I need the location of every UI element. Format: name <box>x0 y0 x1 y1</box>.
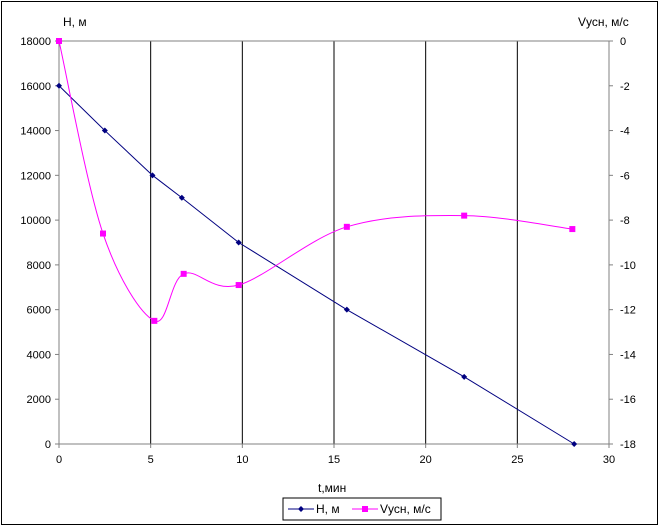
y-left-tick-label: 10000 <box>20 215 51 227</box>
x-axis-title: t,мин <box>318 481 346 495</box>
x-tick-label: 20 <box>420 454 432 466</box>
x-tick-label: 5 <box>148 454 154 466</box>
data-point-v <box>151 317 158 324</box>
data-point-v <box>100 230 106 237</box>
y-right-tick-label: -10 <box>620 260 636 272</box>
legend-label-v: Vусн, м/с <box>380 502 431 516</box>
x-axis: 0 5 10 15 20 25 30 <box>56 443 615 466</box>
data-point-h <box>461 373 468 380</box>
y-right-tick-label: -18 <box>620 439 636 451</box>
data-point-v <box>56 38 62 44</box>
series-line-0 <box>58 85 575 445</box>
y-right-tick-label: -16 <box>620 394 636 406</box>
y-axis-right-title: Vусн, м/с <box>578 15 629 29</box>
data-point-h <box>343 306 350 313</box>
data-point-h <box>571 441 578 447</box>
y-left-tick-label: 12000 <box>20 170 51 182</box>
y-right-tick-label: -6 <box>620 170 630 182</box>
x-tick-label: 10 <box>236 454 248 466</box>
y-right-tick-label: 0 <box>620 36 626 48</box>
series-layer <box>56 38 578 447</box>
data-point-v <box>569 226 576 233</box>
data-point-h <box>235 239 242 246</box>
x-tick-label: 15 <box>328 454 340 466</box>
x-tick-label: 25 <box>511 454 523 466</box>
data-point-v <box>343 223 350 230</box>
y-axis-right: 0 -2 -4 -6 -8 -10 -12 -14 -16 -18 <box>608 36 636 451</box>
data-point-h <box>149 172 156 179</box>
y-left-tick-label: 14000 <box>20 126 51 138</box>
data-point-h <box>56 82 62 89</box>
x-tick-label: 0 <box>56 454 62 466</box>
y-left-tick-label: 8000 <box>27 260 51 272</box>
x-tick-label: 30 <box>603 454 615 466</box>
y-left-tick-label: 6000 <box>27 305 51 317</box>
y-right-tick-label: -4 <box>620 126 630 138</box>
y-axis-left-title: H, м <box>63 15 87 29</box>
grid-lines <box>150 41 518 444</box>
y-left-tick-label: 18000 <box>20 36 51 48</box>
y-right-tick-label: -8 <box>620 215 630 227</box>
y-left-tick-label: 0 <box>45 439 51 451</box>
series-line-1 <box>58 40 573 322</box>
data-point-v <box>235 282 242 289</box>
legend: H, м Vусн, м/с <box>282 497 442 521</box>
data-point-h <box>178 194 185 201</box>
data-point-h <box>101 127 108 134</box>
y-axis-left: 0 2000 4000 6000 8000 10000 12000 14000 16000 180… <box>20 36 60 451</box>
y-left-tick-label: 16000 <box>20 81 51 93</box>
legend-marker-h <box>298 506 304 512</box>
y-left-tick-label: 4000 <box>27 349 51 361</box>
data-point-v <box>461 212 468 219</box>
y-right-tick-label: -14 <box>620 349 636 361</box>
legend-label-h: H, м <box>316 502 340 516</box>
y-right-tick-label: -12 <box>620 305 636 317</box>
data-point-v <box>180 270 187 277</box>
y-right-tick-label: -2 <box>620 81 630 93</box>
legend-marker-v <box>362 506 368 512</box>
y-left-tick-label: 2000 <box>27 394 51 406</box>
